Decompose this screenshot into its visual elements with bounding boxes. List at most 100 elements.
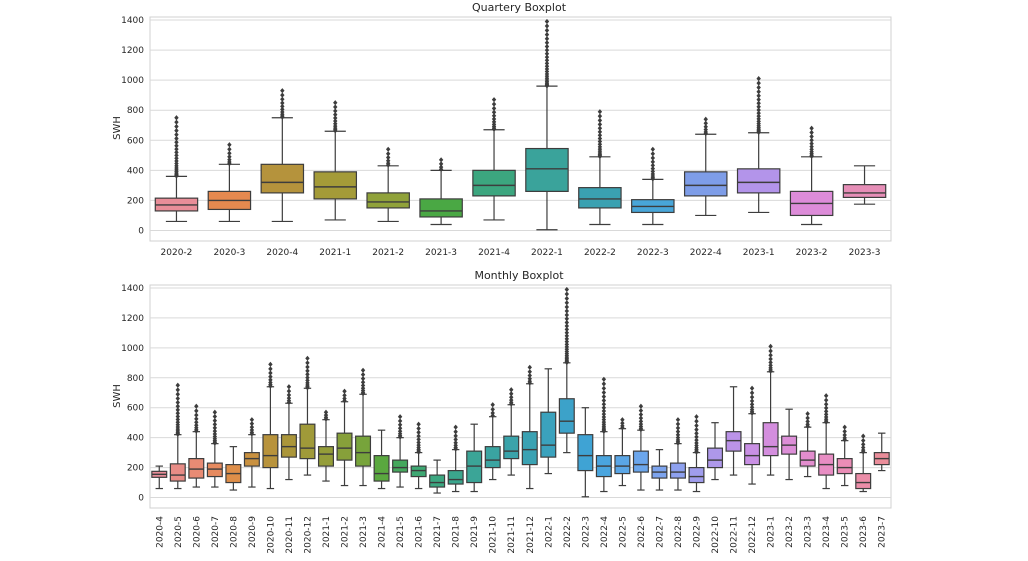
outlier-marker	[453, 424, 458, 430]
outlier-marker	[397, 425, 403, 431]
iqr-box	[373, 455, 390, 482]
outlier-marker	[564, 319, 570, 326]
outlier-marker	[675, 435, 681, 441]
outlier-marker	[323, 412, 329, 418]
quarterly-box-2023-2	[789, 125, 834, 226]
quarterly-x-tick-label: 2023-1	[743, 248, 775, 258]
monthly-x-tick-label: 2020-7	[211, 516, 221, 548]
outlier-marker	[175, 382, 180, 388]
outlier-marker	[809, 133, 814, 140]
outlier-marker	[564, 312, 570, 318]
outlier-marker	[756, 104, 761, 110]
outlier-marker	[438, 157, 444, 163]
iqr-box	[355, 435, 372, 467]
monthly-y-tick-label: 400	[127, 434, 144, 444]
monthly-box-2020-10	[262, 361, 279, 490]
outlier-marker	[601, 397, 607, 404]
outlier-marker	[174, 132, 179, 138]
outlier-marker	[194, 408, 199, 414]
outlier-marker	[174, 135, 179, 142]
outlier-marker	[564, 330, 570, 336]
monthly-box-2022-3	[577, 407, 594, 498]
outlier-marker	[268, 361, 273, 367]
outlier-marker	[823, 414, 829, 420]
outlier-marker	[333, 112, 338, 118]
outlier-marker	[527, 372, 532, 379]
monthly-x-tick-label: 2023-1	[767, 516, 777, 548]
outlier-marker	[650, 168, 656, 175]
outlier-marker	[768, 359, 773, 366]
monthly-x-tick-label: 2020-6	[192, 516, 202, 548]
outlier-marker	[597, 132, 603, 138]
outlier-marker	[564, 295, 570, 302]
outlier-marker	[564, 286, 570, 293]
outlier-marker	[544, 23, 550, 29]
outlier-marker	[756, 100, 761, 106]
monthly-box-2022-8	[669, 417, 686, 491]
outlier-marker	[175, 419, 180, 425]
outlier-marker	[749, 394, 755, 400]
iqr-box	[503, 435, 520, 460]
outlier-marker	[842, 432, 847, 438]
outlier-marker	[694, 414, 699, 420]
outlier-marker	[305, 368, 310, 374]
outlier-marker	[544, 18, 550, 25]
monthly-x-tick-label: 2021-4	[378, 516, 388, 548]
monthly-box-2020-8	[225, 446, 242, 491]
quarterly-box-2021-2	[366, 146, 410, 223]
iqr-box	[736, 168, 781, 194]
outlier-marker	[212, 431, 218, 437]
outlier-marker	[397, 418, 403, 424]
outlier-marker	[564, 323, 570, 329]
outlier-marker	[509, 387, 514, 393]
iqr-box	[169, 463, 186, 482]
iqr-box	[799, 450, 816, 467]
outlier-marker	[756, 84, 761, 91]
outlier-marker	[749, 401, 755, 407]
outlier-marker	[280, 88, 285, 94]
monthly-x-tick-label: 2022-1	[544, 516, 554, 548]
iqr-box	[206, 462, 223, 478]
outlier-marker	[650, 162, 656, 169]
iqr-box	[472, 169, 516, 197]
quarterly-x-tick-label: 2022-2	[584, 248, 616, 258]
outlier-marker	[544, 57, 550, 63]
monthly-x-tick-label: 2020-11	[285, 516, 295, 554]
iqr-box	[540, 411, 557, 458]
outlier-marker	[650, 146, 656, 152]
quarterly-x-tick-label: 2021-2	[372, 248, 404, 258]
monthly-x-tick-label: 2022-9	[692, 516, 702, 548]
outlier-marker	[227, 142, 232, 148]
monthly-box-2021-7	[429, 459, 446, 494]
monthly-box-2021-4	[373, 429, 390, 490]
quarterly-y-axis-label: SWH	[112, 116, 123, 140]
outlier-marker	[360, 376, 366, 382]
iqr-box	[447, 469, 464, 485]
outlier-marker	[749, 398, 755, 404]
outlier-marker	[194, 412, 199, 418]
outlier-marker	[601, 376, 607, 382]
outlier-marker	[809, 129, 814, 136]
monthly-x-tick-label: 2023-6	[859, 516, 869, 548]
monthly-x-tick-label: 2023-3	[804, 516, 814, 548]
outlier-marker	[842, 428, 847, 435]
quarterly-y-tick-label: 800	[127, 106, 144, 116]
outlier-marker	[360, 379, 366, 385]
outlier-marker	[174, 139, 179, 145]
outlier-marker	[174, 123, 179, 130]
outlier-marker	[490, 406, 495, 412]
iqr-box	[855, 472, 872, 490]
iqr-box	[429, 474, 446, 488]
outlier-marker	[601, 389, 607, 396]
iqr-box	[578, 187, 622, 209]
outlier-marker	[861, 444, 866, 451]
monthly-box-2021-12	[521, 364, 538, 490]
outlier-marker	[397, 414, 403, 420]
outlier-marker	[280, 92, 285, 98]
outlier-marker	[805, 411, 810, 417]
outlier-marker	[564, 304, 570, 310]
outlier-marker	[564, 326, 570, 333]
iqr-box	[558, 398, 575, 434]
outlier-marker	[212, 409, 218, 415]
outlier-marker	[174, 152, 179, 159]
